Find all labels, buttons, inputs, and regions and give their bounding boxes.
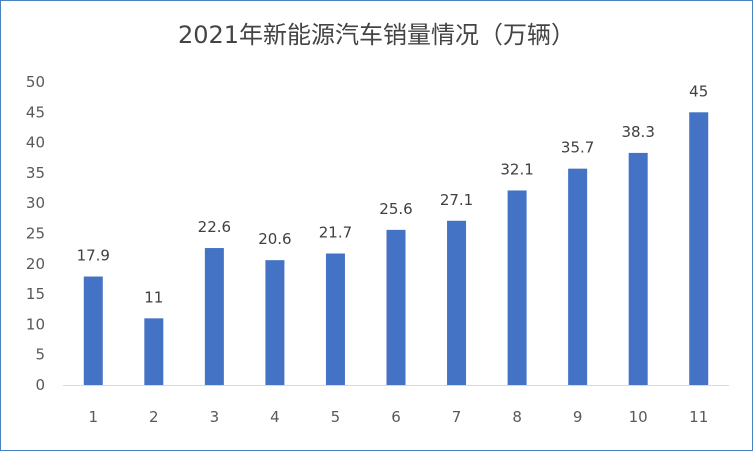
data-label: 11 xyxy=(144,288,163,306)
data-label: 25.6 xyxy=(379,200,412,218)
y-tick-label: 20 xyxy=(26,255,45,273)
data-label: 45 xyxy=(689,82,708,100)
y-tick-label: 30 xyxy=(26,194,45,212)
y-tick-label: 40 xyxy=(26,134,45,152)
x-tick-label: 9 xyxy=(573,408,583,426)
data-label: 35.7 xyxy=(561,139,594,157)
bar xyxy=(144,318,164,385)
data-label: 32.1 xyxy=(500,160,533,178)
y-tick-label: 0 xyxy=(35,376,45,394)
bar xyxy=(507,190,527,385)
x-tick-label: 8 xyxy=(512,408,522,426)
bar xyxy=(204,248,224,385)
bar xyxy=(568,168,588,385)
data-label: 22.6 xyxy=(198,218,231,236)
bar xyxy=(689,112,709,386)
data-label: 38.3 xyxy=(621,123,654,141)
x-tick-label: 7 xyxy=(452,408,462,426)
x-tick-label: 2 xyxy=(149,408,159,426)
y-tick-label: 10 xyxy=(26,315,45,333)
y-tick-label: 15 xyxy=(26,285,45,303)
bar xyxy=(386,229,406,385)
y-tick-label: 45 xyxy=(26,103,45,121)
bar xyxy=(83,276,103,385)
y-tick-label: 50 xyxy=(26,73,45,91)
x-tick-label: 4 xyxy=(270,408,280,426)
x-tick-label: 6 xyxy=(391,408,401,426)
x-tick-label: 5 xyxy=(331,408,341,426)
bar xyxy=(447,220,467,385)
y-tick-label: 5 xyxy=(35,346,45,364)
y-tick-label: 25 xyxy=(26,225,45,243)
data-label: 17.9 xyxy=(77,247,110,265)
bar xyxy=(628,152,648,385)
bar xyxy=(325,253,345,385)
x-tick-label: 10 xyxy=(629,408,648,426)
x-tick-label: 1 xyxy=(88,408,98,426)
x-tick-label: 3 xyxy=(210,408,220,426)
x-tick-label: 11 xyxy=(689,408,708,426)
chart-title: 2021年新能源汽车销量情况（万辆） xyxy=(177,21,576,49)
bar xyxy=(265,260,285,385)
data-label: 20.6 xyxy=(258,230,291,248)
y-tick-label: 35 xyxy=(26,164,45,182)
data-label: 27.1 xyxy=(440,191,473,209)
data-label: 21.7 xyxy=(319,223,352,241)
